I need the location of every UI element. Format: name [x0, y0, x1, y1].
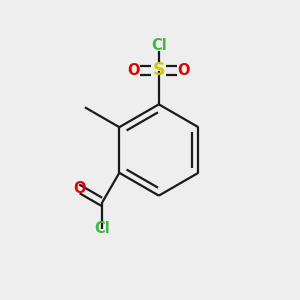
Text: O: O — [178, 63, 190, 78]
Text: Cl: Cl — [94, 221, 110, 236]
Text: S: S — [153, 61, 165, 80]
Text: O: O — [73, 182, 86, 196]
Text: Cl: Cl — [151, 38, 167, 53]
Text: O: O — [128, 63, 140, 78]
